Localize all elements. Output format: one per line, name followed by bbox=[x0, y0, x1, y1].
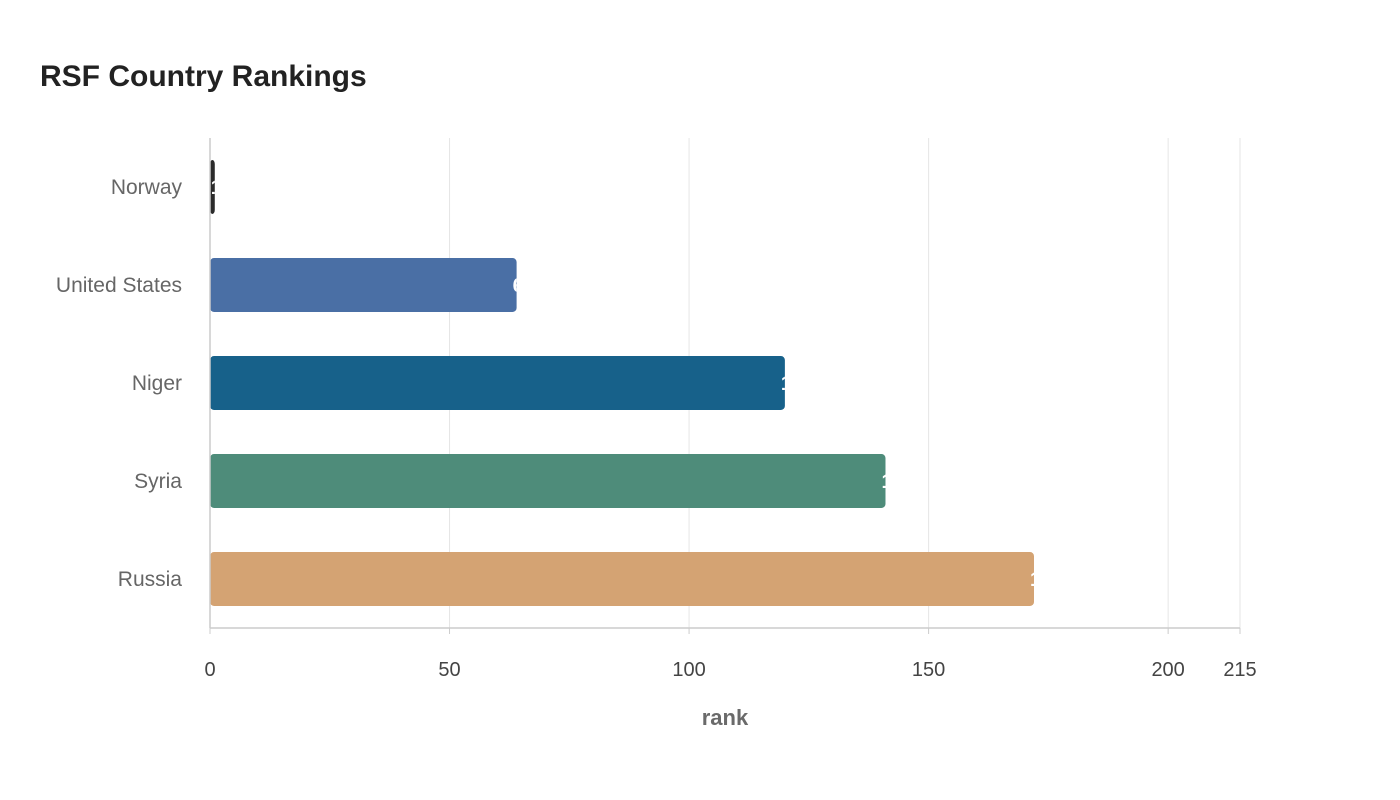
y-category-label: United States bbox=[56, 274, 182, 297]
y-category-label: Russia bbox=[118, 568, 183, 591]
bar-value-label: 64 bbox=[513, 275, 536, 297]
chart-title: RSF Country Rankings bbox=[40, 60, 367, 93]
bar-niger[interactable] bbox=[210, 356, 785, 410]
x-tick-label: 0 bbox=[204, 659, 215, 681]
y-category-label: Syria bbox=[134, 470, 182, 493]
x-tick-label: 200 bbox=[1151, 659, 1184, 681]
x-tick-label: 150 bbox=[912, 659, 945, 681]
bar-value-label: 141 bbox=[881, 471, 914, 493]
bar-russia[interactable] bbox=[210, 552, 1034, 606]
bar-syria[interactable] bbox=[210, 454, 886, 508]
y-category-label: Norway bbox=[111, 176, 183, 199]
x-tick-label: 215 bbox=[1223, 659, 1256, 681]
x-axis-title: rank bbox=[702, 705, 749, 730]
bar-norway[interactable] bbox=[210, 160, 215, 214]
y-category-label: Niger bbox=[132, 372, 182, 395]
labels: 0 50 100 150 200 215 Norway 1 United States 64 Nig… bbox=[56, 176, 1257, 681]
axes bbox=[209, 138, 1241, 634]
bar-value-label: 120 bbox=[781, 373, 814, 395]
bar-value-label: 1 bbox=[211, 177, 222, 199]
bars bbox=[210, 160, 1034, 606]
bar-value-label: 172 bbox=[1030, 569, 1063, 591]
x-tick-label: 100 bbox=[672, 659, 705, 681]
bar-united-states[interactable] bbox=[210, 258, 517, 312]
x-tick-label: 50 bbox=[438, 659, 460, 681]
